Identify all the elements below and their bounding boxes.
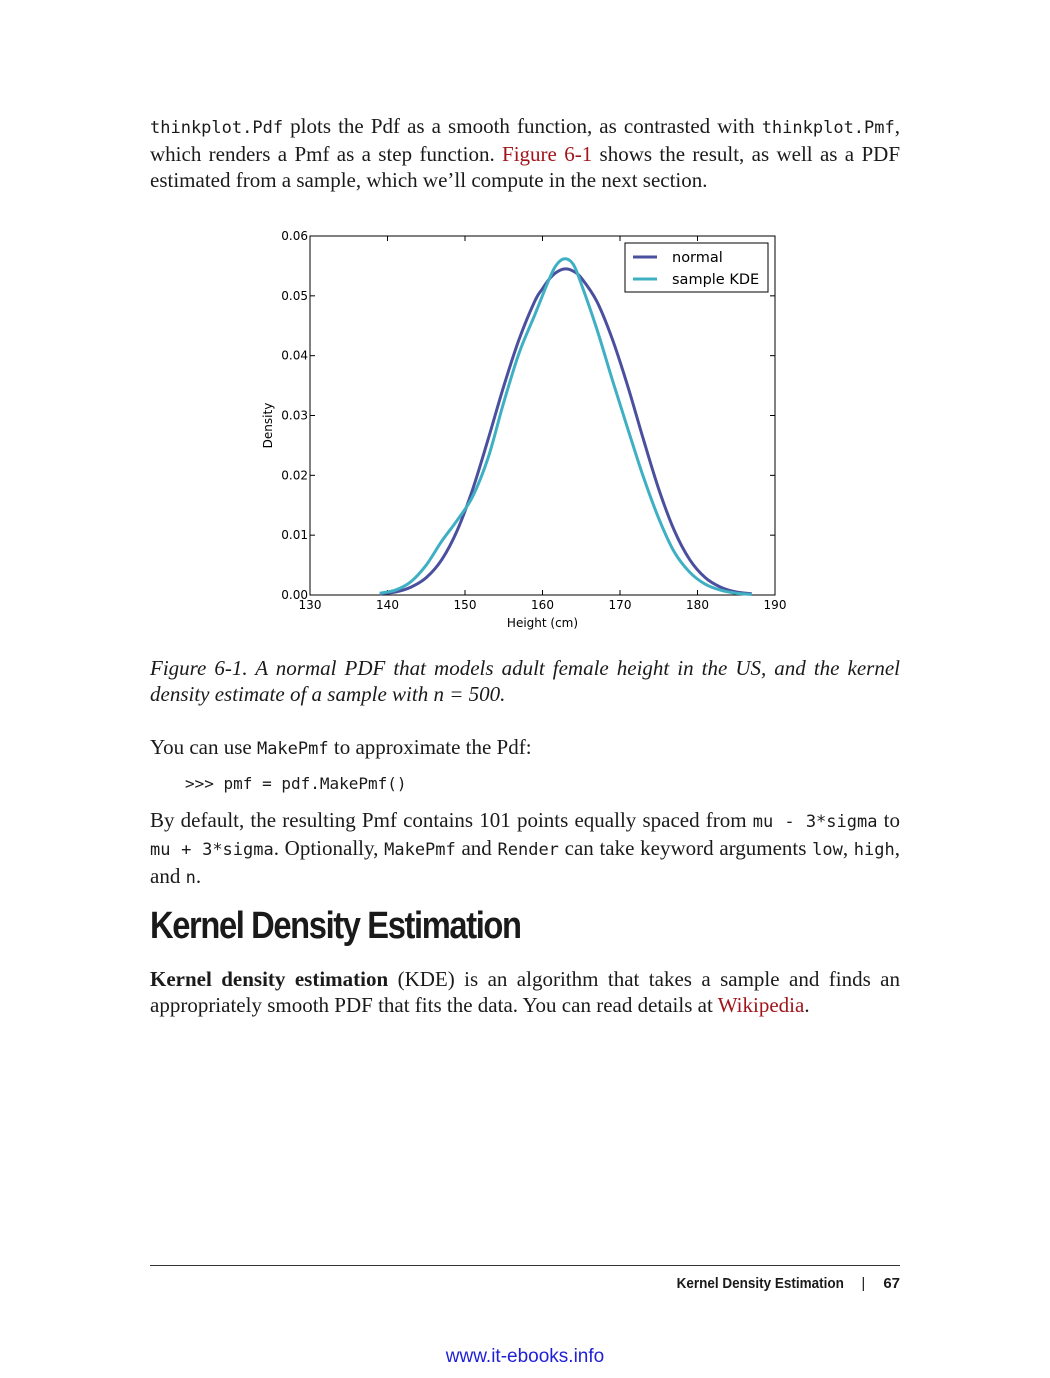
y-tick-label: 0.04 — [281, 349, 308, 363]
legend-box — [624, 242, 769, 293]
x-axis-label: Height (cm) — [507, 616, 578, 630]
inline-code: mu - 3*sigma — [752, 812, 878, 832]
inline-code: MakePmf — [256, 739, 329, 759]
inline-code: mu + 3*sigma — [150, 840, 274, 860]
text: , which renders a Pmf as a step function… — [150, 114, 900, 166]
text: to approximate the Pdf: — [328, 735, 532, 759]
legend-label: normal — [672, 250, 723, 266]
x-tick-label: 160 — [531, 598, 554, 612]
wikipedia-link[interactable]: Wikipedia — [717, 993, 805, 1017]
y-tick-label: 0.01 — [281, 528, 308, 542]
y-tick-label: 0.00 — [281, 588, 308, 602]
page-footer: Kernel Density Estimation | 67 — [658, 1272, 900, 1294]
figure-link[interactable]: Figure 6-1 — [502, 142, 593, 166]
text: By default, the resulting Pmf contains 1… — [150, 808, 753, 832]
series-line-sample-kde — [379, 257, 752, 596]
series-line-normal — [379, 267, 752, 596]
inline-code: low — [812, 840, 843, 860]
watermark-link[interactable]: www.it-ebooks.info — [445, 1346, 605, 1367]
x-tick-label: 180 — [686, 598, 709, 612]
code-block: >>> pmf = pdf.MakePmf() — [185, 774, 407, 793]
text: shows the result, as well as a PDF estim… — [150, 142, 900, 192]
paragraph-kde: Kernel density estimation (KDE) is an al… — [150, 966, 900, 1018]
text: can take keyword arguments — [558, 836, 813, 860]
y-tick-label: 0.03 — [281, 409, 308, 423]
text: , — [842, 836, 854, 860]
x-tick-label: 190 — [764, 598, 787, 612]
text: plots the Pdf as a smooth function, as c… — [283, 114, 762, 138]
x-tick-label: 170 — [609, 598, 632, 612]
y-tick-label: 0.06 — [281, 229, 308, 243]
inline-code: thinkplot.Pdf — [150, 118, 284, 138]
figure-caption: Figure 6-1. A normal PDF that models adu… — [150, 656, 900, 706]
text: . — [804, 993, 810, 1017]
text: . — [195, 864, 202, 888]
y-tick-label: 0.02 — [281, 468, 308, 482]
bold-term: Kernel density estimation — [150, 967, 389, 991]
footer-separator: | — [861, 1274, 866, 1292]
inline-code: Render — [497, 840, 559, 860]
inline-code: n — [185, 868, 196, 888]
text: You can use — [150, 735, 257, 759]
inline-code: thinkplot.Pmf — [761, 118, 895, 138]
page-number: 67 — [883, 1274, 900, 1292]
text: . Optionally, — [273, 836, 385, 860]
y-tick-label: 0.05 — [281, 289, 308, 303]
footer-rule — [150, 1265, 900, 1266]
x-tick-label: 150 — [454, 598, 477, 612]
density-chart: 130 140 150 160 170 180 190 0.00 0.01 0.02 0.03 0.0… — [261, 229, 787, 630]
paragraph-makepmf: You can use MakePmf to approximate the P… — [150, 734, 900, 762]
x-tick-label: 140 — [376, 598, 399, 612]
section-heading: Kernel Density Estimation — [150, 905, 522, 947]
paragraph-default: By default, the resulting Pmf contains 1… — [150, 807, 900, 891]
x-tick-label: 130 — [299, 598, 322, 612]
text: and — [455, 836, 498, 860]
footer-section-title: Kernel Density Estimation — [676, 1274, 844, 1292]
inline-code: MakePmf — [384, 840, 456, 860]
text: to — [877, 808, 900, 832]
text: (KDE) is an algorithm that takes a sampl… — [150, 967, 900, 1017]
text: , and — [150, 836, 900, 888]
legend-label: sample KDE — [672, 272, 759, 288]
y-axis-label: Density — [261, 403, 275, 449]
paragraph-intro: thinkplot.Pdf plots the Pdf as a smooth … — [150, 113, 900, 193]
inline-code: high — [853, 840, 895, 860]
